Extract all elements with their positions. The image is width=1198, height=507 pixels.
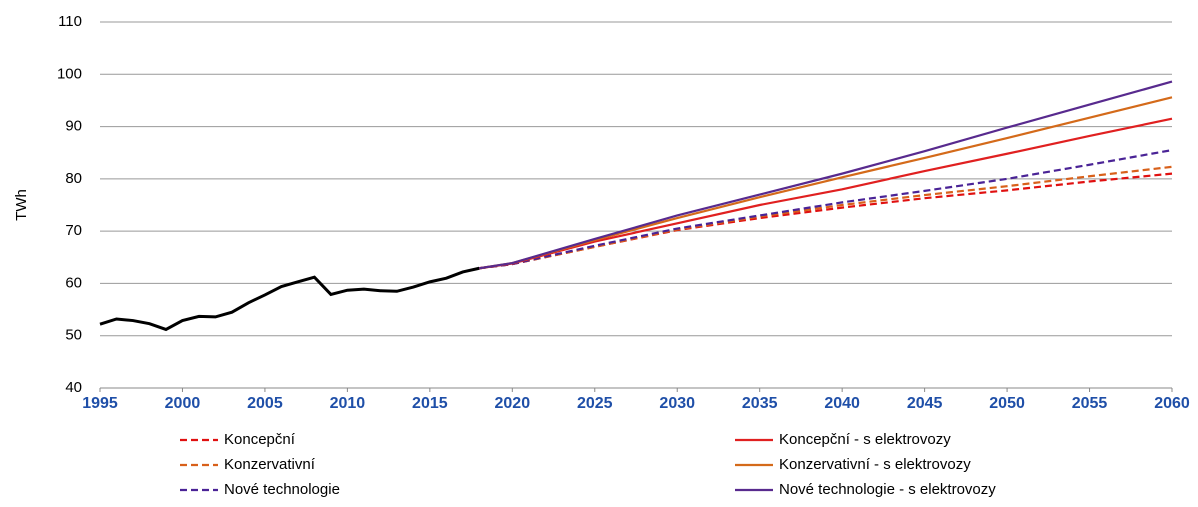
series-line [479, 80, 1173, 270]
series-line [479, 165, 1173, 270]
series-line [479, 172, 1173, 270]
x-tick-label: 2035 [742, 395, 778, 412]
legend-label: Konzervativní - s elektrovozy [779, 456, 971, 473]
x-tick-label: 2010 [330, 395, 366, 412]
legend-label: Koncepční [224, 431, 296, 448]
y-tick-label: 80 [65, 170, 82, 187]
y-tick-label: 70 [65, 222, 82, 239]
x-tick-label: 2005 [247, 395, 283, 412]
x-tick-label: 2045 [907, 395, 943, 412]
legend-label: Nové technologie [224, 481, 340, 498]
y-axis-label: TWh [13, 189, 30, 221]
x-tick-label: 2050 [989, 395, 1025, 412]
series-line [479, 149, 1173, 270]
y-tick-label: 40 [65, 379, 82, 396]
x-tick-label: 2015 [412, 395, 448, 412]
x-tick-label: 2030 [659, 395, 695, 412]
x-tick-label: 2055 [1072, 395, 1108, 412]
legend-label: Nové technologie - s elektrovozy [779, 481, 996, 498]
x-tick-label: 2020 [495, 395, 531, 412]
y-tick-label: 110 [58, 13, 82, 30]
y-tick-label: 50 [65, 327, 82, 344]
x-tick-label: 2040 [824, 395, 860, 412]
y-tick-label: 90 [65, 118, 82, 135]
x-tick-label: 2060 [1154, 395, 1190, 412]
x-tick-label: 2000 [165, 395, 201, 412]
x-tick-label: 2025 [577, 395, 613, 412]
series-line [99, 266, 480, 332]
y-tick-label: 60 [65, 274, 82, 291]
x-tick-label: 1995 [82, 395, 118, 412]
legend-label: Konzervativní [224, 456, 316, 473]
y-tick-label: 100 [57, 65, 82, 82]
series-line [479, 117, 1173, 270]
legend-label: Koncepční - s elektrovozy [779, 431, 951, 448]
